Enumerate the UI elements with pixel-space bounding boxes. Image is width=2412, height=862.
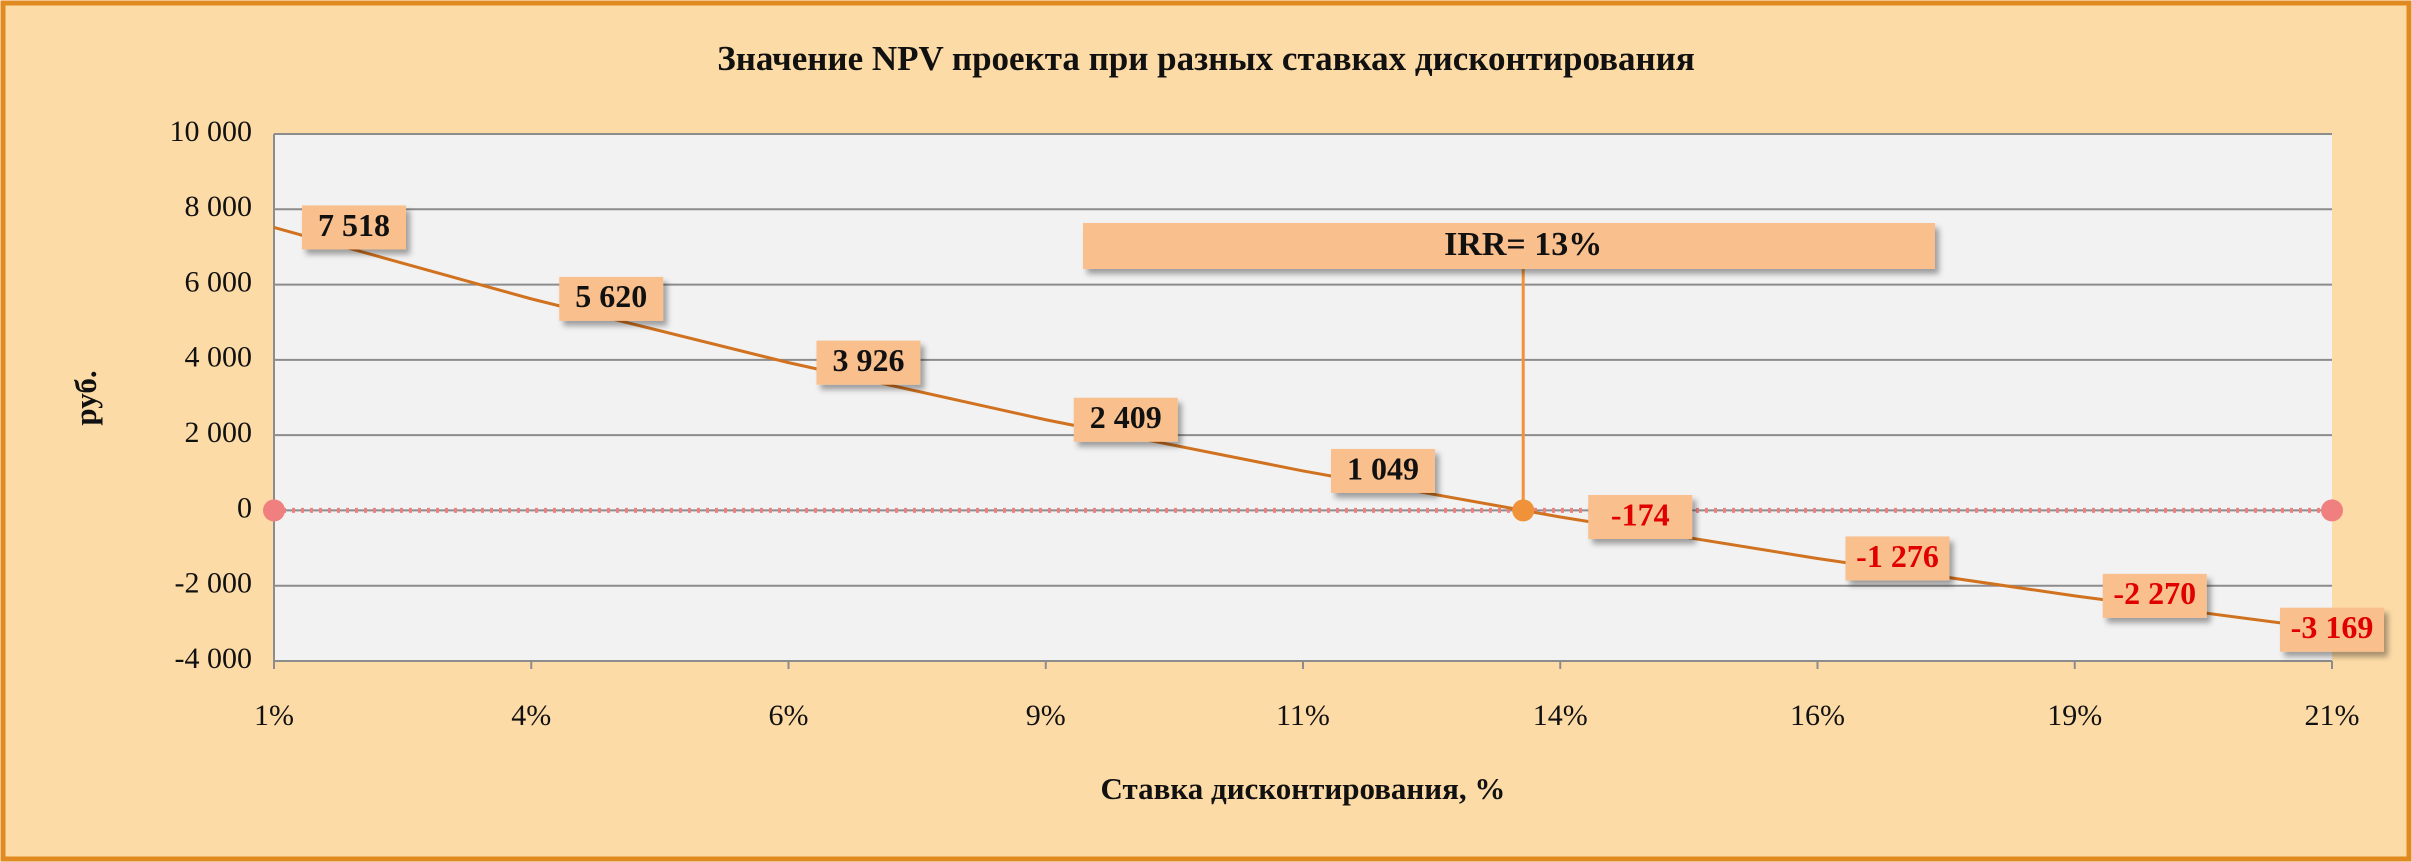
data-label-box xyxy=(2280,607,2384,652)
x-tick-label: 1% xyxy=(254,699,294,732)
irr-point xyxy=(1512,499,1535,522)
x-tick-label: 9% xyxy=(1026,699,1066,732)
irr-box xyxy=(1083,223,1935,269)
irr-label: IRR= 13% xyxy=(1444,226,1602,263)
y-tick-label: 4 000 xyxy=(185,341,253,374)
data-label: -2 270 xyxy=(2113,575,2196,611)
data-label-box xyxy=(1588,494,1693,539)
data-label: 3 926 xyxy=(833,342,905,378)
data-label: -1 276 xyxy=(1856,538,1939,574)
plot-area xyxy=(274,134,2332,661)
data-label: 5 620 xyxy=(575,278,647,314)
data-label-box xyxy=(816,340,921,385)
data-label-box xyxy=(559,276,664,321)
data-label-box xyxy=(1845,536,1950,581)
y-tick-label: -2 000 xyxy=(175,567,253,600)
x-tick-label: 11% xyxy=(1276,699,1330,732)
x-tick-label: 21% xyxy=(2305,699,2360,732)
data-label: 7 518 xyxy=(318,207,390,243)
x-tick-label: 19% xyxy=(2047,699,2102,732)
y-tick-label: 6 000 xyxy=(185,265,253,298)
y-tick-label: 10 000 xyxy=(170,115,253,148)
chart-title: Значение NPV проекта при разных ставках … xyxy=(717,39,1695,78)
x-tick-label: 6% xyxy=(769,699,809,732)
zero-line-marker xyxy=(263,499,285,522)
data-label-box xyxy=(1073,397,1178,442)
data-label: 2 409 xyxy=(1090,399,1162,435)
y-tick-label: 2 000 xyxy=(185,416,253,449)
data-label: -174 xyxy=(1611,496,1670,532)
x-axis-title: Ставка дисконтирования, % xyxy=(1101,771,1506,806)
x-tick-label: 14% xyxy=(1533,699,1588,732)
data-label: -3 169 xyxy=(2291,609,2374,645)
y-tick-label: 8 000 xyxy=(185,190,253,223)
x-tick-label: 16% xyxy=(1790,699,1845,732)
data-label-box xyxy=(2102,573,2207,618)
y-tick-label: 0 xyxy=(237,491,252,524)
y-axis-title: руб. xyxy=(68,370,103,425)
data-label: 1 049 xyxy=(1347,450,1419,486)
zero-line-marker xyxy=(2321,499,2343,522)
data-label-box xyxy=(302,205,406,250)
y-tick-label: -4 000 xyxy=(175,642,253,675)
x-tick-label: 4% xyxy=(511,699,551,732)
data-label-box xyxy=(1331,448,1435,493)
